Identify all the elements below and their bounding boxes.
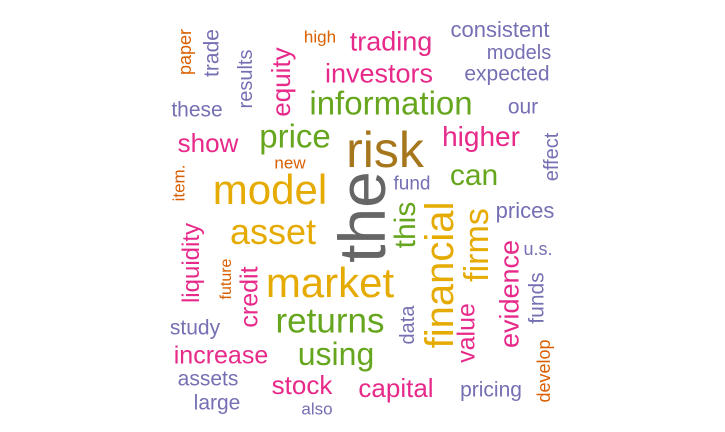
word-large: large bbox=[193, 391, 241, 415]
word-this: this bbox=[389, 201, 422, 249]
word-higher: higher bbox=[442, 121, 520, 152]
word-high: high bbox=[303, 27, 337, 47]
word-price: price bbox=[259, 117, 331, 155]
word-using: using bbox=[297, 336, 375, 372]
word-new: new bbox=[274, 153, 306, 173]
word-trade: trade bbox=[200, 29, 224, 77]
word-trading: trading bbox=[349, 26, 433, 57]
word-the: the bbox=[325, 171, 399, 263]
word-market: market bbox=[265, 259, 395, 306]
word-returns: returns bbox=[275, 301, 385, 341]
word-also: also bbox=[301, 399, 333, 419]
word-item: item. bbox=[169, 164, 189, 202]
word-stock: stock bbox=[271, 370, 333, 400]
word-credit: credit bbox=[235, 266, 264, 328]
word-fund: fund bbox=[393, 173, 431, 195]
word-models: models bbox=[486, 42, 552, 64]
word-funds: funds bbox=[525, 272, 549, 324]
word-can: can bbox=[449, 159, 499, 192]
word-data: data bbox=[397, 305, 419, 345]
word-prices: prices bbox=[495, 198, 555, 223]
word-equity: equity bbox=[266, 47, 296, 117]
word-future: future bbox=[218, 258, 235, 300]
word-model: model bbox=[212, 166, 328, 213]
word-capital: capital bbox=[358, 373, 434, 403]
word-assets: assets bbox=[177, 367, 239, 391]
word-show: show bbox=[177, 128, 239, 158]
word-evidence: evidence bbox=[494, 239, 525, 349]
word-liquidity: liquidity bbox=[178, 222, 205, 304]
word-asset: asset bbox=[229, 211, 317, 252]
word-value: value bbox=[452, 303, 481, 363]
word-increase: increase bbox=[173, 341, 269, 370]
word-results: results bbox=[235, 49, 257, 109]
word-risk: risk bbox=[346, 122, 424, 178]
word-study: study bbox=[169, 316, 221, 340]
word-paper: paper bbox=[175, 28, 195, 76]
word-develop: develop bbox=[534, 339, 554, 403]
word-our: our bbox=[507, 95, 539, 119]
word-consistent: consistent bbox=[450, 17, 550, 42]
word-pricing: pricing bbox=[460, 378, 522, 402]
word-these: these bbox=[171, 98, 223, 122]
word-firms: firms bbox=[458, 208, 496, 282]
word-information: information bbox=[309, 84, 473, 122]
word-effect: effect bbox=[541, 132, 563, 182]
word-us: u.s. bbox=[523, 239, 553, 259]
word-investors: investors bbox=[324, 58, 434, 89]
word-expected: expected bbox=[464, 62, 550, 86]
